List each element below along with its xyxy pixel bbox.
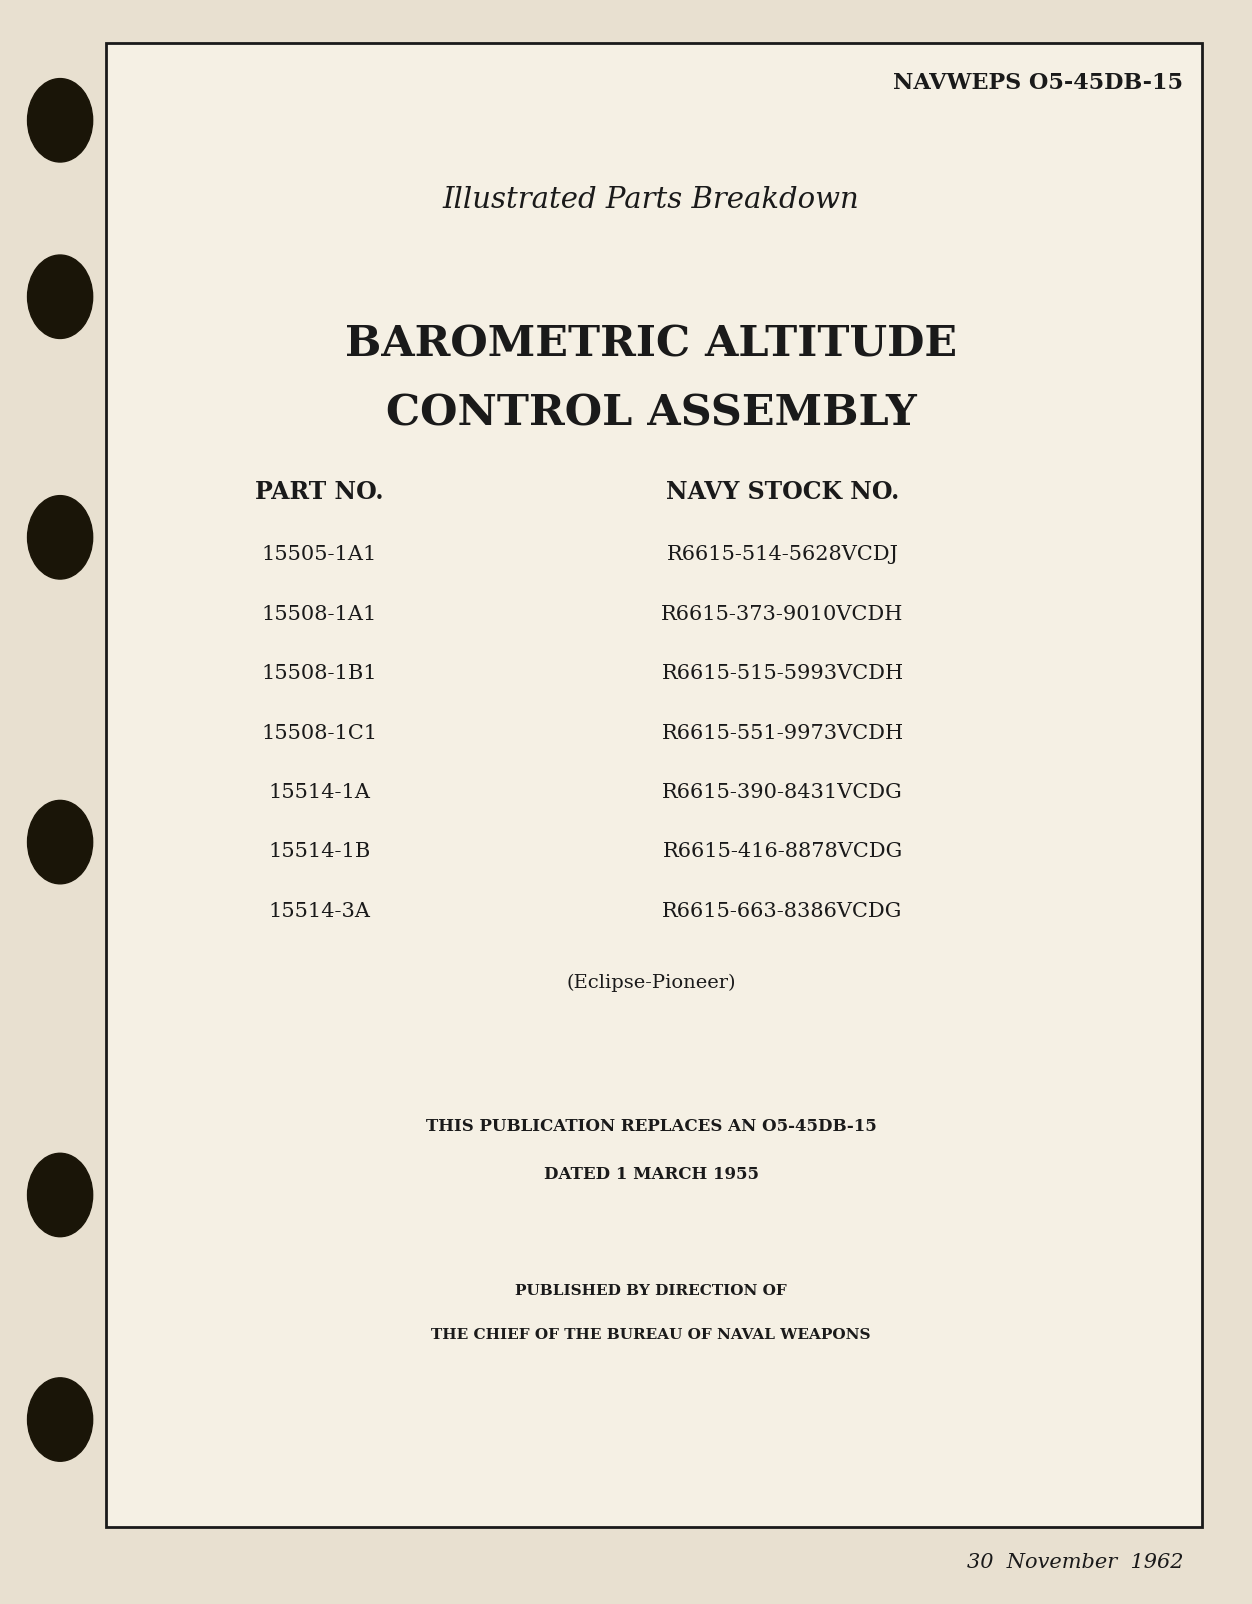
Text: PUBLISHED BY DIRECTION OF: PUBLISHED BY DIRECTION OF: [515, 1285, 788, 1298]
Text: 15508-1B1: 15508-1B1: [262, 664, 377, 683]
Circle shape: [28, 255, 93, 338]
Circle shape: [28, 1378, 93, 1461]
Text: THIS PUBLICATION REPLACES AN O5-45DB-15: THIS PUBLICATION REPLACES AN O5-45DB-15: [426, 1118, 876, 1134]
Circle shape: [28, 800, 93, 884]
Text: (Eclipse-Pioneer): (Eclipse-Pioneer): [566, 974, 736, 993]
Circle shape: [28, 496, 93, 579]
Text: R6615-551-9973VCDH: R6615-551-9973VCDH: [661, 723, 904, 743]
Text: THE CHIEF OF THE BUREAU OF NAVAL WEAPONS: THE CHIEF OF THE BUREAU OF NAVAL WEAPONS: [431, 1328, 871, 1341]
Circle shape: [28, 79, 93, 162]
Text: CONTROL ASSEMBLY: CONTROL ASSEMBLY: [386, 393, 916, 435]
Circle shape: [28, 1153, 93, 1237]
Bar: [106, 43, 1202, 1527]
Text: DATED 1 MARCH 1955: DATED 1 MARCH 1955: [543, 1166, 759, 1182]
Text: NAVWEPS O5-45DB-15: NAVWEPS O5-45DB-15: [893, 72, 1183, 95]
Text: 15508-1A1: 15508-1A1: [262, 605, 377, 624]
Text: R6615-416-8878VCDG: R6615-416-8878VCDG: [662, 842, 903, 861]
Text: 15508-1C1: 15508-1C1: [262, 723, 377, 743]
Text: 15514-1B: 15514-1B: [268, 842, 371, 861]
Text: 15505-1A1: 15505-1A1: [262, 545, 377, 565]
Text: R6615-373-9010VCDH: R6615-373-9010VCDH: [661, 605, 904, 624]
Text: R6615-390-8431VCDG: R6615-390-8431VCDG: [662, 783, 903, 802]
Text: PART NO.: PART NO.: [255, 481, 383, 504]
Text: NAVY STOCK NO.: NAVY STOCK NO.: [666, 481, 899, 504]
Text: Illustrated Parts Breakdown: Illustrated Parts Breakdown: [443, 186, 859, 215]
Text: 15514-1A: 15514-1A: [268, 783, 371, 802]
Text: R6615-663-8386VCDG: R6615-663-8386VCDG: [662, 901, 903, 921]
Text: R6615-514-5628VCDJ: R6615-514-5628VCDJ: [666, 545, 899, 565]
Text: 30  November  1962: 30 November 1962: [967, 1553, 1183, 1572]
Text: 15514-3A: 15514-3A: [268, 901, 371, 921]
Text: BAROMETRIC ALTITUDE: BAROMETRIC ALTITUDE: [346, 324, 957, 366]
Text: R6615-515-5993VCDH: R6615-515-5993VCDH: [661, 664, 904, 683]
